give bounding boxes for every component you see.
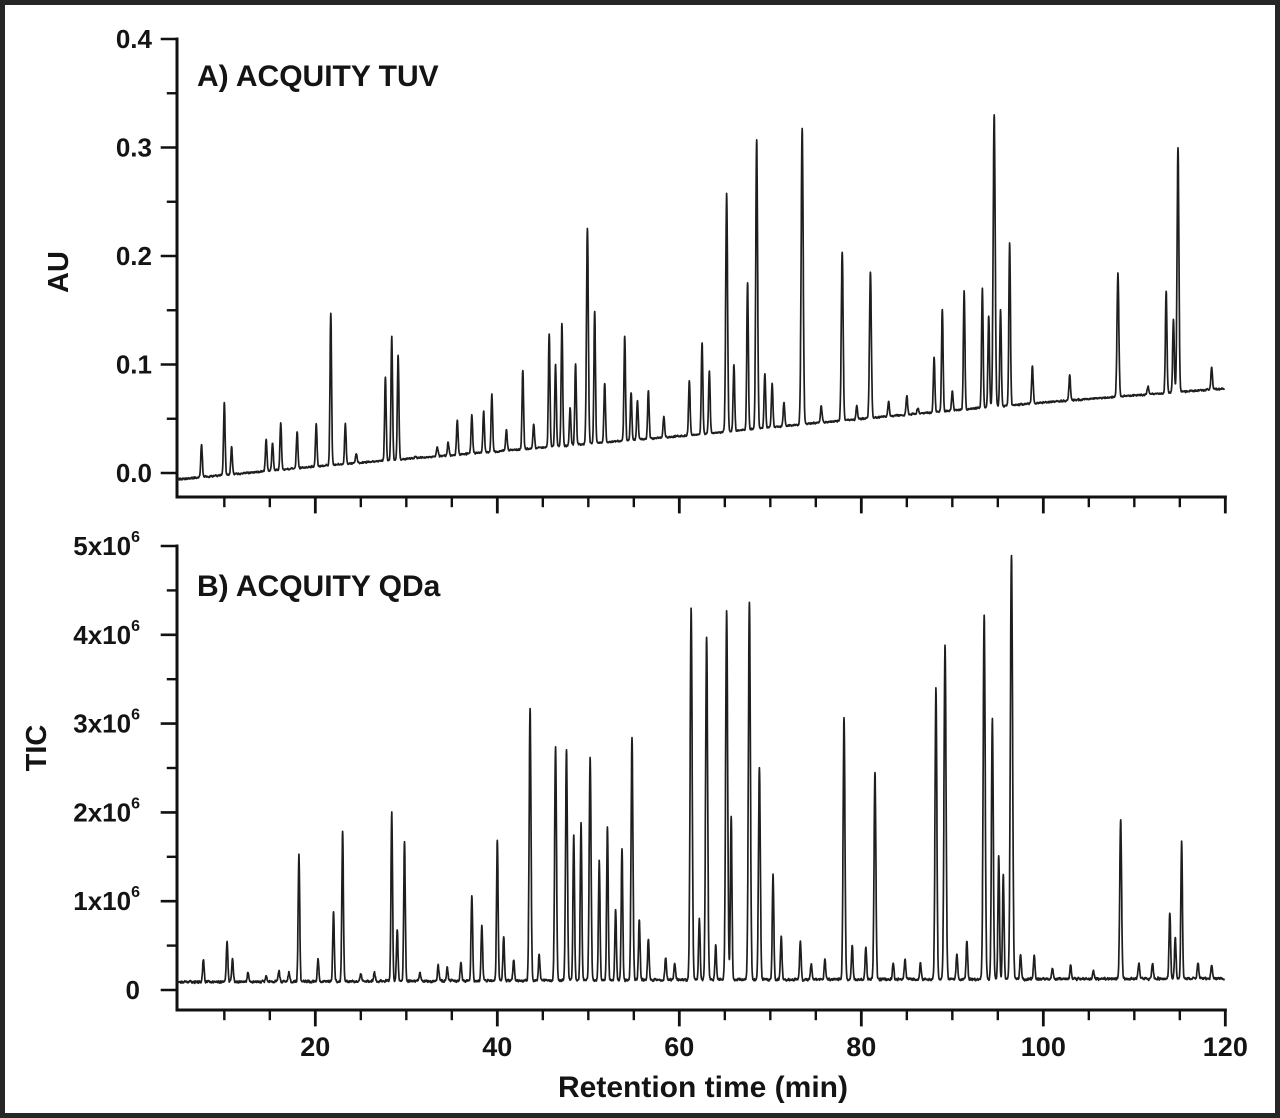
y-tick-label-B-5x10^6: 5x106	[73, 529, 140, 561]
x-tick-label-60: 60	[664, 1032, 694, 1062]
y-tick-label-A-0.1: 0.1	[116, 350, 152, 380]
axes-layer	[160, 37, 1227, 1027]
traces-layer	[176, 114, 1226, 985]
y-axis-label-tic: TIC	[21, 725, 53, 772]
x-tick-label-120: 120	[1203, 1032, 1248, 1062]
panel-a-title: A) ACQUITY TUV	[197, 60, 439, 93]
x-tick-label-80: 80	[846, 1032, 876, 1062]
trace-panel-A	[176, 114, 1226, 482]
y-tick-label-A-0.0: 0.0	[116, 458, 152, 488]
x-tick-label-20: 20	[300, 1032, 330, 1062]
y-tick-label-B-3x10^6: 3x106	[73, 707, 140, 739]
panel-b-title: B) ACQUITY QDa	[197, 570, 441, 603]
x-tick-label-100: 100	[1021, 1032, 1066, 1062]
y-tick-label-A-0.3: 0.3	[116, 133, 152, 163]
y-tick-label-B-2x10^6: 2x106	[73, 795, 140, 827]
trace-panel-B	[176, 554, 1226, 985]
y-tick-label-A-0.2: 0.2	[116, 241, 152, 271]
y-tick-label-B-1x10^6: 1x106	[73, 884, 140, 916]
tick-labels-layer: 0.0 0.1 0.2 0.3 0.4 0 1x106 2x106 3x106 4x106 5x10…	[73, 24, 1248, 1062]
y-tick-label-B-0: 0	[126, 975, 140, 1005]
y-tick-label-A-0.4: 0.4	[116, 24, 153, 54]
x-axis-title: Retention time (min)	[558, 1071, 848, 1104]
y-axis-label-au: AU	[43, 251, 75, 293]
x-tick-label-40: 40	[482, 1032, 512, 1062]
y-tick-label-B-4x10^6: 4x106	[73, 618, 140, 650]
